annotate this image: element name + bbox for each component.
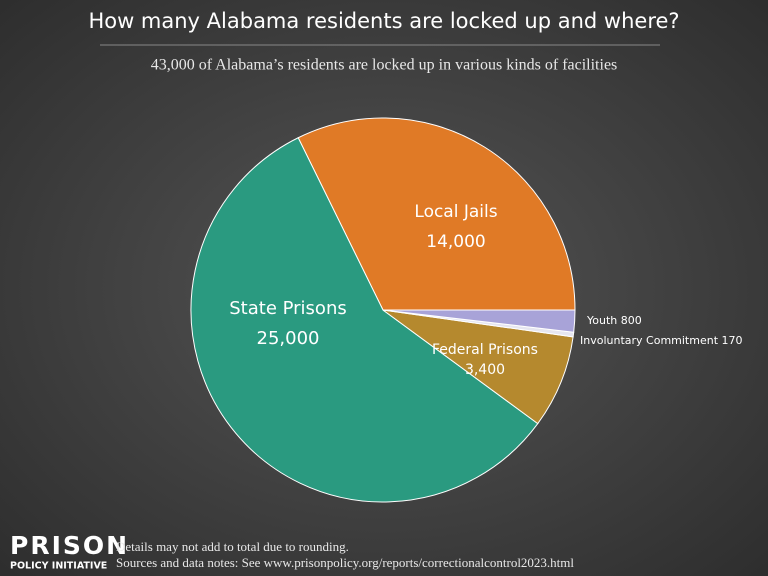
slice-label: Local Jails: [414, 202, 497, 222]
pie: Local Jails 14,000 State Prisons 25,000 Fede…: [190, 117, 743, 503]
slice-label: Youth 800: [586, 314, 642, 327]
value-label: 25,000: [257, 328, 320, 349]
slice-label: Involuntary Commitment 170: [580, 334, 743, 347]
pie-slice: [297, 117, 576, 311]
value-label: 3,400: [465, 362, 505, 378]
value-label: 14,000: [426, 232, 485, 252]
pie-slice: [382, 309, 574, 425]
value-label: 800: [621, 314, 642, 327]
footnote: Details may not add to total due to roun…: [116, 539, 349, 554]
pie-slice: [382, 309, 576, 333]
category-name: Youth: [586, 314, 617, 327]
slice-label: Federal Prisons: [432, 342, 538, 358]
logo-top: PRISON: [10, 531, 129, 560]
chart-title: How many Alabama residents are locked up…: [88, 9, 679, 33]
value-label: 170: [722, 334, 743, 347]
category-name: Involuntary Commitment: [580, 334, 719, 347]
slice-label: State Prisons: [229, 298, 346, 319]
footnote: Sources and data notes: See www.prisonpo…: [116, 555, 574, 570]
pie-slice: [190, 137, 539, 503]
logo-bottom: POLICY INITIATIVE: [10, 561, 107, 572]
subtitle: 43,000 of Alabama’s residents are locked…: [151, 57, 618, 74]
